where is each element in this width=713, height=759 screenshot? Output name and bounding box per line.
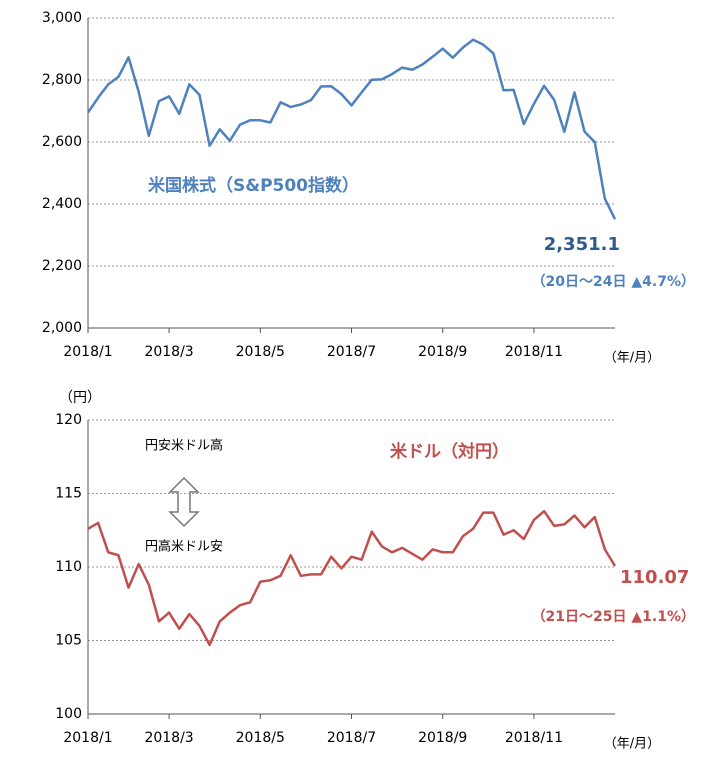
- x-unit: （年/月）: [604, 351, 660, 366]
- x-tick-label: 2018/9: [418, 730, 467, 746]
- x-tick-label: 2018/7: [327, 730, 376, 746]
- y-tick-label: 3,000: [42, 10, 82, 26]
- x-tick-label: 2018/3: [144, 730, 193, 746]
- x-tick-label: 2018/7: [327, 344, 376, 360]
- chart-title: 米ドル（対円）: [390, 441, 509, 462]
- chart-title: 米国株式（S&P500指数）: [148, 175, 359, 196]
- x-unit: （年/月）: [604, 737, 660, 752]
- annotation: （20日～24日 ▲4.7%）: [532, 274, 695, 290]
- y-tick-label: 110: [55, 559, 82, 575]
- annotation: 円高米ドル安: [145, 539, 223, 555]
- line: [87, 509, 617, 647]
- x-tick-label: 2018/1: [63, 730, 112, 746]
- double-arrow: [168, 476, 200, 528]
- y-tick-label: 2,000: [42, 320, 82, 336]
- y-unit: （円）: [59, 390, 101, 406]
- y-tick-label: 2,600: [42, 134, 82, 150]
- y-tick-label: 105: [55, 633, 82, 649]
- annotation: 2,351.1: [544, 234, 620, 255]
- x-tick-label: 2018/9: [418, 344, 467, 360]
- y-tick-label: 100: [55, 706, 82, 722]
- annotation: （21日～25日 ▲1.1%）: [532, 609, 695, 625]
- line: [86, 38, 617, 220]
- y-tick-label: 2,200: [42, 258, 82, 274]
- y-tick-label: 2,400: [42, 196, 82, 212]
- y-tick-label: 2,800: [42, 72, 82, 88]
- x-tick-label: 2018/3: [144, 344, 193, 360]
- annotation: 円安米ドル高: [145, 438, 223, 454]
- annotation: 110.07: [620, 567, 689, 588]
- y-tick-label: 120: [55, 412, 82, 428]
- x-tick-label: 2018/11: [505, 344, 563, 360]
- x-tick-label: 2018/5: [236, 730, 285, 746]
- y-tick-label: 115: [55, 486, 82, 502]
- x-tick-label: 2018/1: [63, 344, 112, 360]
- x-tick-label: 2018/11: [505, 730, 563, 746]
- x-tick-label: 2018/5: [236, 344, 285, 360]
